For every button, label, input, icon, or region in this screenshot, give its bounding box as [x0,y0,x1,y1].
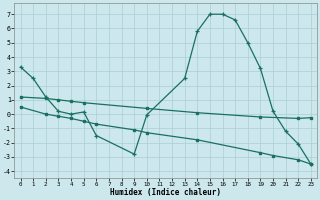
X-axis label: Humidex (Indice chaleur): Humidex (Indice chaleur) [110,188,221,197]
